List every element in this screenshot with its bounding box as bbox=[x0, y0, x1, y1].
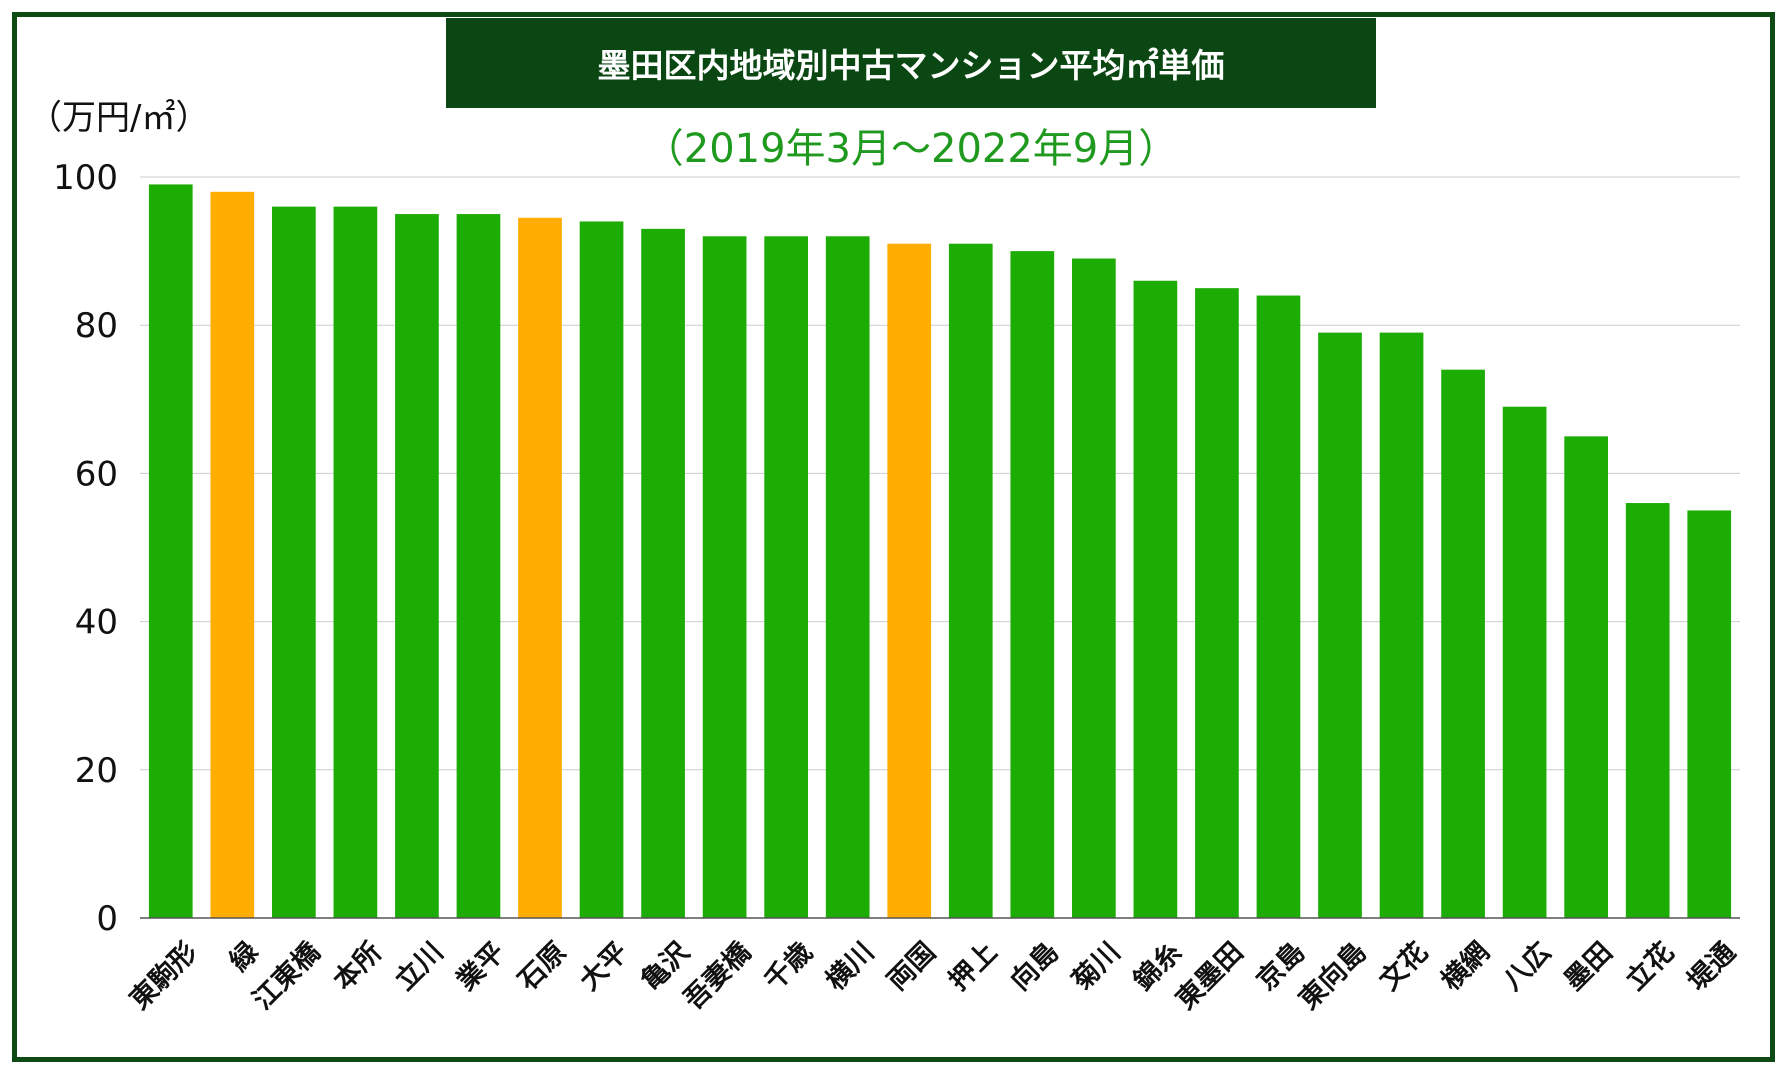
bar-24 bbox=[1564, 436, 1608, 918]
bar-16 bbox=[1072, 258, 1116, 918]
x-tick-label: 緑 bbox=[223, 935, 265, 977]
bar-21 bbox=[1379, 332, 1424, 918]
x-tick-label: 千歳 bbox=[759, 937, 819, 997]
bar-15 bbox=[1010, 251, 1055, 919]
x-tick-label: 本所 bbox=[328, 937, 388, 997]
bar-11 bbox=[764, 236, 808, 918]
bar-19 bbox=[1256, 295, 1301, 918]
bar-12 bbox=[825, 236, 870, 918]
x-tick-label: 立川 bbox=[389, 936, 450, 997]
bar-20 bbox=[1318, 332, 1362, 918]
bars bbox=[148, 184, 1732, 919]
x-tick-label: 石原 bbox=[512, 937, 573, 998]
y-tick-label: 100 bbox=[53, 158, 118, 198]
bar-18 bbox=[1195, 288, 1239, 918]
bar-9 bbox=[641, 228, 685, 918]
chart-subtitle: （2019年3月〜2022年9月） bbox=[643, 126, 1179, 172]
bar-1 bbox=[148, 184, 193, 918]
x-tick-label: 両国 bbox=[882, 937, 942, 997]
x-tick-label: 菊川 bbox=[1066, 937, 1126, 997]
bar-26 bbox=[1687, 510, 1732, 918]
x-tick-label: 墨田 bbox=[1559, 937, 1619, 997]
y-axis-ticks: 0 20 40 60 80 100 bbox=[53, 158, 118, 939]
x-tick-label: 吾妻橋 bbox=[678, 936, 758, 1016]
bar-17 bbox=[1133, 280, 1178, 918]
x-tick-label: 八広 bbox=[1496, 936, 1557, 997]
x-tick-label: 大平 bbox=[574, 937, 634, 997]
x-tick-label: 押上 bbox=[943, 937, 1003, 997]
x-tick-label: 東駒形 bbox=[124, 937, 203, 1016]
x-tick-label: 横網 bbox=[1435, 936, 1496, 997]
gridlines bbox=[140, 176, 1740, 771]
bar-25 bbox=[1625, 503, 1670, 918]
x-tick-label: 向島 bbox=[1004, 936, 1065, 997]
x-tick-label: 立花 bbox=[1619, 936, 1680, 997]
bar-8 bbox=[579, 221, 624, 918]
x-tick-label: 東墨田 bbox=[1170, 937, 1249, 1016]
x-axis-labels: 東駒形 緑江東橋 本所 立川 業平 石原 大平 亀沢吾妻橋 千歳 横川 両国 押上 向島 菊川 錦糸東墨田京… bbox=[124, 935, 1742, 1016]
chart-title: 墨田区内地域別中古マンション平均㎡単価 bbox=[446, 18, 1376, 108]
x-tick-label: 横川 bbox=[820, 937, 880, 997]
bar-2 bbox=[210, 191, 255, 918]
bar-4 bbox=[333, 206, 378, 918]
y-tick-label: 40 bbox=[75, 603, 118, 643]
x-tick-label: 文花 bbox=[1373, 936, 1434, 997]
chart-frame bbox=[12, 12, 1775, 1062]
y-axis-unit-label: （万円/㎡） bbox=[28, 98, 210, 138]
x-tick-label: 業平 bbox=[451, 937, 511, 997]
bar-7 bbox=[518, 217, 562, 918]
bar-6 bbox=[456, 214, 501, 919]
y-tick-label: 0 bbox=[96, 899, 118, 939]
x-tick-label: 江東橋 bbox=[247, 936, 327, 1016]
bar-22 bbox=[1441, 369, 1485, 918]
bar-10 bbox=[702, 236, 747, 918]
bar-5 bbox=[395, 214, 439, 919]
bar-3 bbox=[272, 206, 316, 918]
x-tick-label: 堤通 bbox=[1682, 937, 1742, 997]
x-tick-label: 東向島 bbox=[1293, 936, 1373, 1016]
y-tick-label: 20 bbox=[75, 751, 118, 791]
bar-23 bbox=[1502, 406, 1547, 918]
bar-14 bbox=[948, 243, 993, 918]
bar-13 bbox=[887, 243, 932, 918]
y-tick-label: 60 bbox=[75, 454, 118, 494]
y-tick-label: 80 bbox=[75, 306, 118, 346]
